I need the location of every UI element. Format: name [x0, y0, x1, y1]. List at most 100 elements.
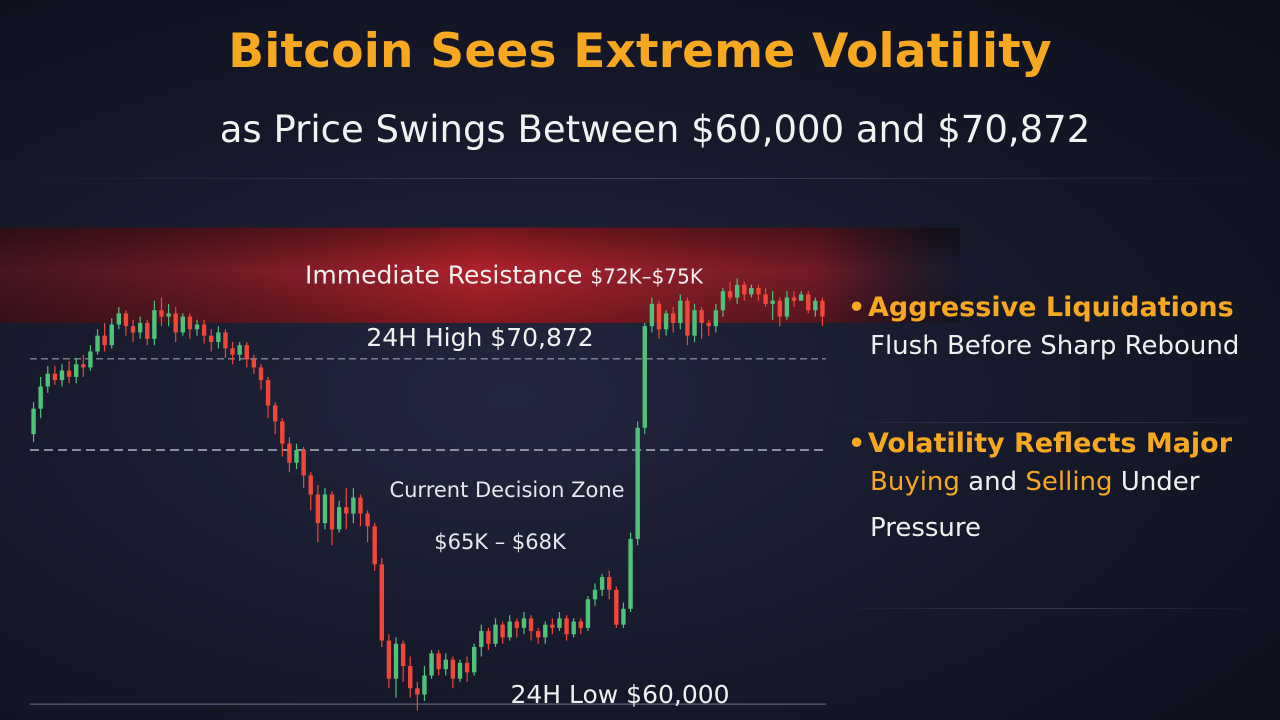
candle-body [38, 386, 43, 409]
candle-body [550, 624, 555, 628]
candle-body [301, 450, 306, 476]
resistance-range-label: $72K–$75K [590, 264, 703, 288]
candle-body [145, 322, 150, 339]
candle-body [66, 370, 72, 377]
candle-body [344, 507, 349, 514]
candle-body [642, 326, 647, 428]
candle-body [486, 631, 491, 644]
candle-body [663, 313, 669, 330]
candle-body [209, 335, 214, 342]
resistance-label: Immediate Resistance $72K–$75K [305, 260, 704, 289]
resistance-band-shade [0, 227, 960, 323]
key-point-text: Buying and Selling Under [870, 467, 1200, 497]
candle-body [457, 662, 463, 679]
candle-body [280, 421, 285, 444]
candle-body [599, 577, 605, 590]
candle-body [59, 370, 65, 381]
divider [830, 422, 1270, 423]
candle-body [152, 310, 157, 339]
candle-body [607, 577, 612, 590]
candles [31, 278, 825, 711]
candle-body [372, 526, 377, 565]
low-label: 24H Low $60,000 [510, 680, 729, 709]
candle-body [742, 284, 747, 295]
candle-body [649, 303, 655, 327]
key-point-title: • Aggressive Liquidations [848, 292, 1234, 323]
candle-body [88, 351, 93, 368]
divider [0, 178, 1280, 179]
candle-body [109, 324, 114, 346]
candle-body [379, 564, 385, 641]
key-point-title: • Volatility Reflects Major [848, 428, 1233, 459]
key-point: • Volatility Reflects Major Buying and Se… [848, 428, 1232, 551]
divider [830, 608, 1270, 609]
candle-body [621, 608, 626, 625]
candle-body [635, 427, 640, 539]
candle-body [272, 405, 278, 422]
candle-body [777, 300, 783, 317]
candle-body [571, 621, 576, 635]
key-point-text: Pressure [870, 513, 982, 543]
candle-body [798, 294, 804, 301]
candle-body [429, 653, 434, 676]
candle-body [201, 324, 207, 336]
candle-body [365, 513, 370, 527]
candle-body [535, 631, 541, 638]
candle-body [315, 494, 321, 524]
candle-body [436, 653, 441, 670]
candle-body [102, 335, 107, 346]
candle-body [258, 367, 264, 381]
candle-body [386, 640, 392, 679]
candle-body [166, 313, 171, 317]
page-title: Bitcoin Sees Extreme Volatility [228, 24, 1052, 79]
candle-body [720, 291, 726, 311]
candle-body [592, 589, 598, 600]
candle-body [52, 373, 58, 381]
candle-body [244, 345, 249, 360]
candle-body [557, 618, 562, 628]
candle-body [31, 408, 36, 435]
candle-body [514, 621, 520, 628]
candle-body [713, 310, 719, 327]
candle-body [137, 322, 143, 333]
candle-body [45, 373, 50, 387]
candle-body [734, 284, 740, 298]
candle-body [585, 599, 591, 628]
candle-body [223, 332, 228, 349]
candle-body [493, 624, 498, 644]
candle-body [749, 288, 754, 295]
candle-body [471, 646, 477, 673]
candle-body [130, 326, 136, 333]
candle-body [230, 348, 235, 355]
candle-body [73, 364, 79, 377]
candle-body [287, 443, 292, 463]
candle-body [180, 316, 186, 333]
key-point: • Aggressive Liquidations Flush Before Sh… [848, 292, 1239, 369]
level-lines [30, 358, 826, 705]
candle-body [578, 621, 584, 628]
candle-body [479, 631, 484, 647]
candle-body [528, 618, 534, 632]
candle-body [727, 291, 733, 298]
key-point-text: Flush Before Sharp Rebound [870, 331, 1240, 361]
candle-body [614, 589, 619, 625]
bullet-icon: • [848, 292, 866, 323]
candle-body [408, 666, 413, 689]
candle-body [791, 297, 797, 301]
candle-body [813, 300, 818, 311]
candle-body [351, 497, 356, 514]
candle-body [507, 621, 512, 638]
candle-body [820, 300, 825, 317]
candle-body [308, 475, 313, 495]
candle-body [194, 324, 200, 330]
candle-body [656, 303, 662, 330]
candle-body [784, 297, 790, 317]
candle-body [521, 618, 527, 628]
candle-body [692, 310, 697, 336]
candle-body [187, 316, 193, 330]
candle-body [322, 494, 328, 524]
candle-body [706, 322, 711, 327]
page-subtitle: as Price Swings Between $60,000 and $70,… [219, 108, 1091, 151]
candle-body [265, 380, 271, 406]
